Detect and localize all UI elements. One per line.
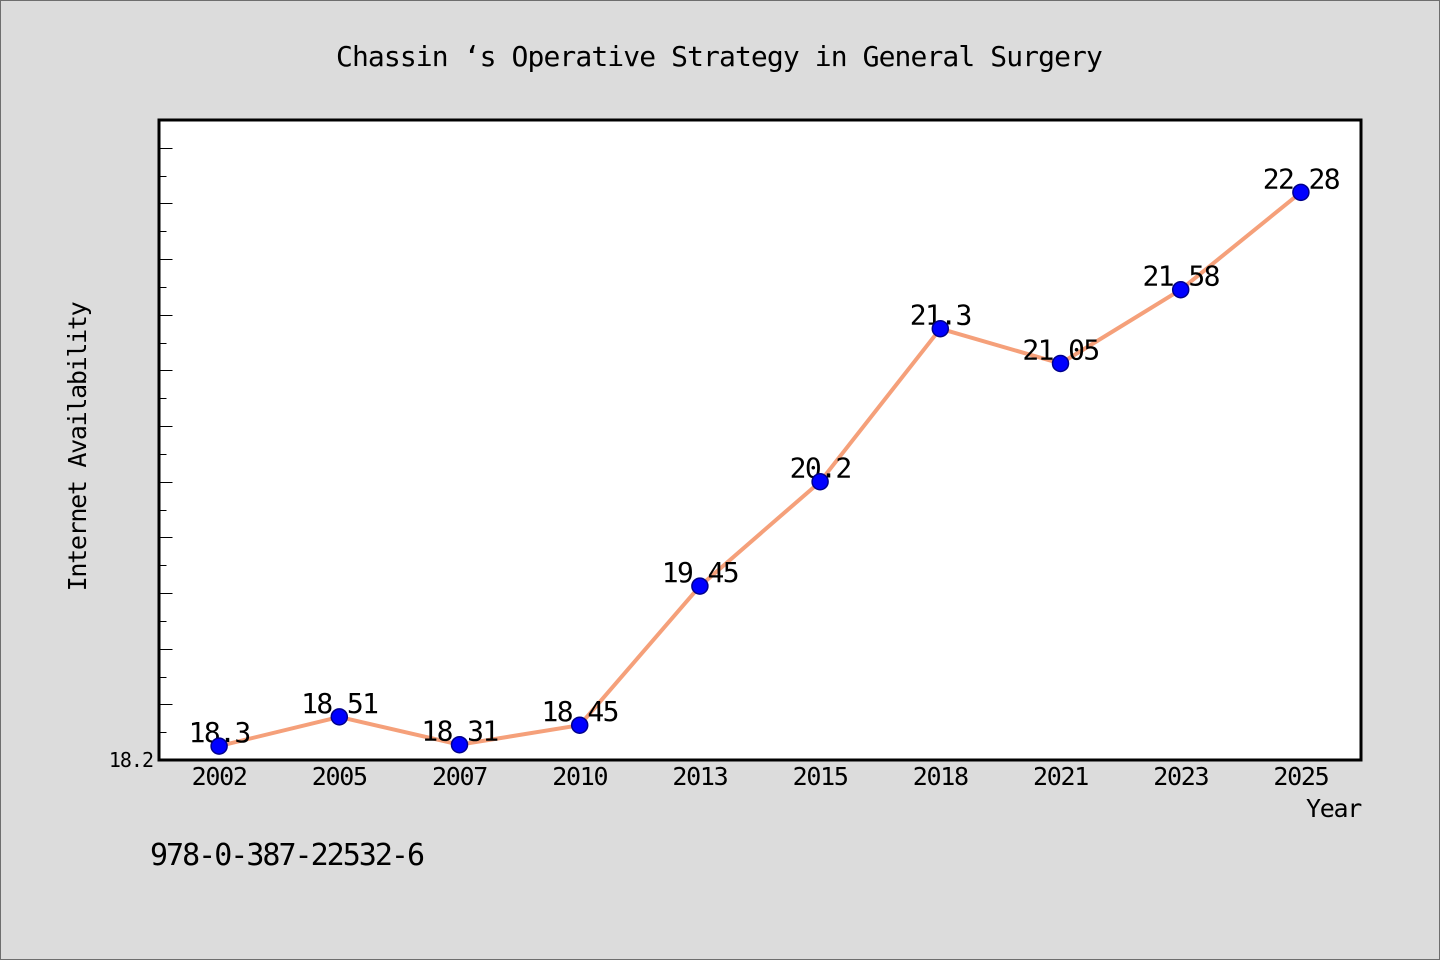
y-axis-ticks [160,148,173,733]
y-axis-tick-labels: 18.2 [109,748,154,772]
series-0 [217,190,1303,749]
series-line [217,190,1303,749]
y-axis-label: Internet Availability [63,301,92,591]
data-point [811,472,829,491]
x-tick-label: 2007 [432,762,487,791]
x-tick-label: 2005 [312,762,367,791]
data-point [1292,183,1310,202]
x-tick-label: 2021 [1033,762,1088,791]
chart-title: Chassin ‘s Operative Strategy in General… [336,40,1102,73]
data-point [450,735,469,754]
x-tick-label: 2013 [672,762,727,791]
isbn-annotation: 978-0-387-22532-6 [150,838,424,873]
x-tick-label: 2018 [913,762,968,791]
data-point [210,737,228,755]
data-point [570,716,589,734]
data-point [691,577,709,595]
data-point [931,319,950,338]
x-axis-label: Year [1306,794,1362,823]
x-tick-label: 2025 [1273,762,1328,791]
data-point [330,708,349,726]
series-0-markers [210,183,1310,755]
data-point [1051,354,1070,373]
y-tick-label: 18.2 [109,748,153,772]
x-axis-tick-labels: 2002 2005 2007 2010 2013 2015 2018 2021 2023 2025 [192,762,1330,791]
x-tick-label: 2010 [552,762,607,791]
data-point [1171,280,1190,299]
x-tick-label: 2002 [192,762,247,791]
x-tick-label: 2015 [793,762,848,791]
plot-area [157,118,1363,762]
x-tick-label: 2023 [1153,762,1208,791]
